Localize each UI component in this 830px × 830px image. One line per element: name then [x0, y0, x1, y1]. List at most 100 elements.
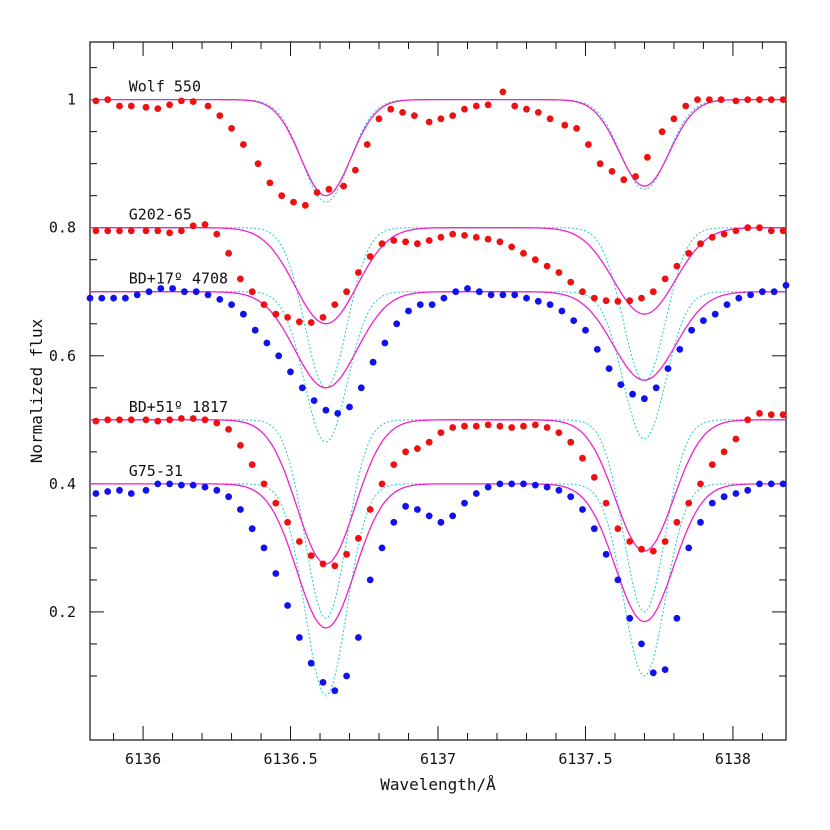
data-point: [649, 547, 657, 555]
data-point: [346, 403, 353, 411]
data-point: [225, 249, 233, 257]
data-point: [248, 288, 256, 296]
data-point: [414, 445, 421, 452]
data-point: [178, 481, 185, 489]
data-point: [334, 410, 342, 417]
data-point: [296, 538, 303, 545]
data-point: [355, 269, 362, 276]
data-point: [638, 640, 645, 648]
data-point: [331, 562, 339, 570]
data-point: [475, 288, 483, 296]
data-point: [92, 97, 100, 105]
data-point: [319, 679, 327, 686]
data-point: [260, 544, 268, 552]
y-tick-label: 1: [67, 91, 76, 109]
data-point: [254, 160, 262, 168]
data-point: [272, 570, 280, 577]
data-point: [142, 416, 150, 424]
data-point: [596, 160, 604, 168]
data-point: [355, 534, 362, 542]
data-point: [484, 235, 492, 243]
data-point: [319, 560, 327, 568]
data-point: [237, 442, 244, 449]
data-point: [390, 518, 398, 526]
data-point: [664, 365, 672, 372]
data-point: [86, 294, 94, 302]
data-point: [472, 102, 480, 110]
data-point: [98, 294, 106, 302]
data-point: [166, 480, 174, 488]
data-point: [390, 237, 398, 244]
axis-ticks: [90, 42, 786, 740]
data-point: [767, 227, 775, 235]
data-point: [278, 192, 286, 200]
data-point: [732, 97, 740, 105]
data-point: [496, 422, 504, 430]
series-label: G75-31: [129, 462, 183, 480]
data-point: [449, 512, 457, 520]
data-point: [127, 490, 135, 497]
data-point: [290, 198, 297, 206]
data-point: [154, 417, 162, 425]
data-point: [484, 483, 492, 491]
data-point: [632, 173, 639, 180]
data-point: [676, 346, 684, 353]
data-point: [543, 483, 551, 491]
data-point: [614, 525, 622, 533]
data-point: [602, 499, 610, 507]
data-point: [343, 288, 350, 296]
series-label: Wolf 550: [129, 78, 201, 96]
data-point: [756, 480, 763, 488]
data-point: [644, 153, 651, 161]
data-point: [213, 486, 221, 494]
data-point: [375, 115, 383, 123]
data-point: [641, 395, 648, 403]
data-point: [585, 141, 592, 148]
data-point: [614, 297, 622, 305]
data-point: [484, 101, 492, 109]
x-tick-label: 6136: [125, 750, 161, 768]
data-point: [260, 480, 268, 488]
data-point: [378, 240, 386, 248]
data-point: [523, 294, 530, 302]
data-point: [558, 307, 566, 315]
data-point: [402, 502, 409, 510]
data-point: [343, 550, 350, 558]
data-point: [390, 461, 398, 468]
data-point: [685, 249, 693, 257]
data-point: [322, 406, 330, 414]
data-point: [720, 448, 728, 456]
data-point: [204, 102, 212, 110]
data-point: [472, 233, 480, 241]
data-point: [310, 397, 318, 404]
data-point: [366, 506, 374, 513]
data-point: [652, 384, 660, 392]
data-point: [178, 97, 185, 105]
data-point: [104, 227, 112, 235]
data-point: [157, 285, 165, 292]
x-tick-label: 6137.5: [558, 750, 612, 768]
data-point: [399, 109, 406, 116]
data-point: [461, 499, 468, 507]
data-point: [411, 112, 418, 119]
data-point: [511, 291, 519, 299]
data-point: [449, 230, 457, 238]
data-point: [461, 232, 468, 239]
model-curve-solid: [90, 483, 786, 629]
data-point: [720, 493, 728, 501]
data-point: [248, 461, 256, 468]
data-point: [779, 227, 787, 235]
data-point: [759, 288, 766, 296]
data-point: [228, 301, 236, 308]
data-point: [555, 269, 563, 276]
model-curve-solid: [90, 98, 786, 197]
series-label: BD+51º 1817: [129, 398, 228, 416]
data-point: [352, 166, 359, 174]
data-point: [694, 96, 701, 103]
data-point: [284, 518, 291, 526]
data-point: [381, 339, 389, 347]
data-point: [133, 291, 141, 299]
data-point: [531, 256, 539, 264]
data-point: [201, 416, 209, 424]
data-point: [142, 486, 150, 494]
